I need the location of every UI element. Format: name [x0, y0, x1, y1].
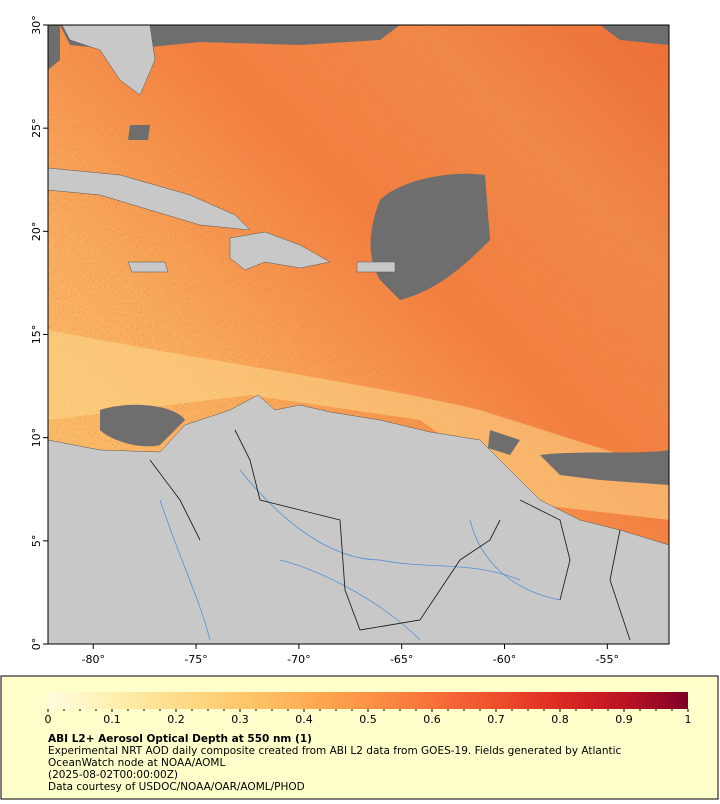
colorbar-tick-label: 0.8	[551, 713, 569, 726]
caption-title: ABI L2+ Aerosol Optical Depth at 550 nm …	[48, 733, 312, 745]
colorbar-tick-label: 0.2	[167, 713, 185, 726]
x-tick-label: -75°	[184, 653, 207, 666]
cloud-mask	[48, 25, 669, 640]
caption-line: (2025-08-02T00:00:00Z)	[48, 769, 178, 781]
colorbar-tick-label: 1	[685, 713, 692, 726]
y-tick-label: 10°	[30, 428, 43, 448]
y-tick-label: 15°	[30, 325, 43, 345]
caption-line: OceanWatch node at NOAA/AOML	[48, 757, 225, 769]
caption-line: Experimental NRT AOD daily composite cre…	[48, 745, 622, 757]
colorbar-tick-label: 0	[45, 713, 52, 726]
colorbar-scale	[48, 692, 688, 709]
x-tick-label: -65°	[390, 653, 413, 666]
rivers	[159, 469, 561, 641]
colorbar-tick-label: 0.3	[231, 713, 249, 726]
y-tick-label: 0°	[30, 638, 43, 651]
x-tick-label: -80°	[82, 653, 105, 666]
y-tick-label: 25°	[30, 118, 43, 138]
x-tick-label: -70°	[287, 653, 310, 666]
x-tick-label: -60°	[493, 653, 516, 666]
map	[48, 25, 669, 644]
colorbar-tick-label: 0.4	[295, 713, 313, 726]
x-tick-label: -55°	[596, 653, 619, 666]
borders	[149, 429, 631, 641]
low-aod-region	[48, 330, 669, 520]
colorbar-tick-label: 0.6	[423, 713, 441, 726]
colorbar-tick-label: 0.9	[615, 713, 633, 726]
colorbar-tick-label: 0.1	[103, 713, 121, 726]
caption-line: Data courtesy of USDOC/NOAA/OAR/AOML/PHO…	[48, 781, 305, 793]
y-tick-label: 20°	[30, 222, 43, 242]
colorbar-tick-label: 0.5	[359, 713, 377, 726]
colorbar: 0 0.1 0.2 0.3 0.4 0.5 0.6 0.7 0.8 0.9 1	[45, 692, 692, 726]
y-tick-label: 5°	[30, 535, 43, 548]
y-tick-label: 30°	[30, 15, 43, 35]
colorbar-tick-label: 0.7	[487, 713, 505, 726]
